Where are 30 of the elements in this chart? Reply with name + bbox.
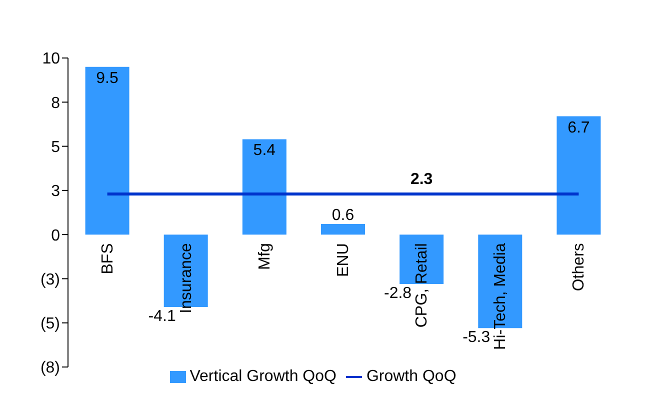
y-tick-label: 0 bbox=[51, 227, 60, 244]
data-label: -5.3 bbox=[462, 329, 490, 346]
bar bbox=[242, 139, 286, 235]
data-label: -2.8 bbox=[384, 285, 412, 302]
data-label: 9.5 bbox=[96, 70, 119, 87]
y-tick-label: 10 bbox=[42, 50, 60, 68]
x-tick-label: ENU bbox=[335, 243, 352, 277]
x-tick-label: CPG, Retail bbox=[414, 243, 431, 328]
x-tick-label: Others bbox=[570, 243, 588, 292]
x-tick-label: Insurance bbox=[178, 243, 195, 314]
x-tick-label: Mfg bbox=[256, 243, 274, 270]
data-label: 2.3 bbox=[410, 170, 433, 188]
bar bbox=[556, 116, 601, 235]
y-tick-label: 8 bbox=[51, 94, 60, 112]
legend-label: Vertical Growth QoQ bbox=[190, 368, 336, 385]
y-tick-label: 5 bbox=[51, 138, 60, 156]
y-tick-label: (5) bbox=[40, 316, 60, 333]
x-tick-label: BFS bbox=[99, 243, 116, 274]
data-label: 0.6 bbox=[332, 206, 354, 224]
y-tick-label: (8) bbox=[40, 360, 60, 377]
x-tick-label: Hi-Tech, Media bbox=[492, 243, 510, 350]
y-tick-label: 3 bbox=[51, 183, 60, 200]
bar bbox=[85, 66, 130, 235]
y-tick-label: (3) bbox=[40, 271, 60, 288]
data-label: -4.1 bbox=[148, 308, 176, 325]
legend-label: Growth QoQ bbox=[366, 368, 456, 385]
data-label: 6.7 bbox=[568, 119, 590, 136]
bar bbox=[400, 234, 444, 284]
bar bbox=[321, 224, 365, 235]
data-label: 5.4 bbox=[253, 142, 276, 160]
